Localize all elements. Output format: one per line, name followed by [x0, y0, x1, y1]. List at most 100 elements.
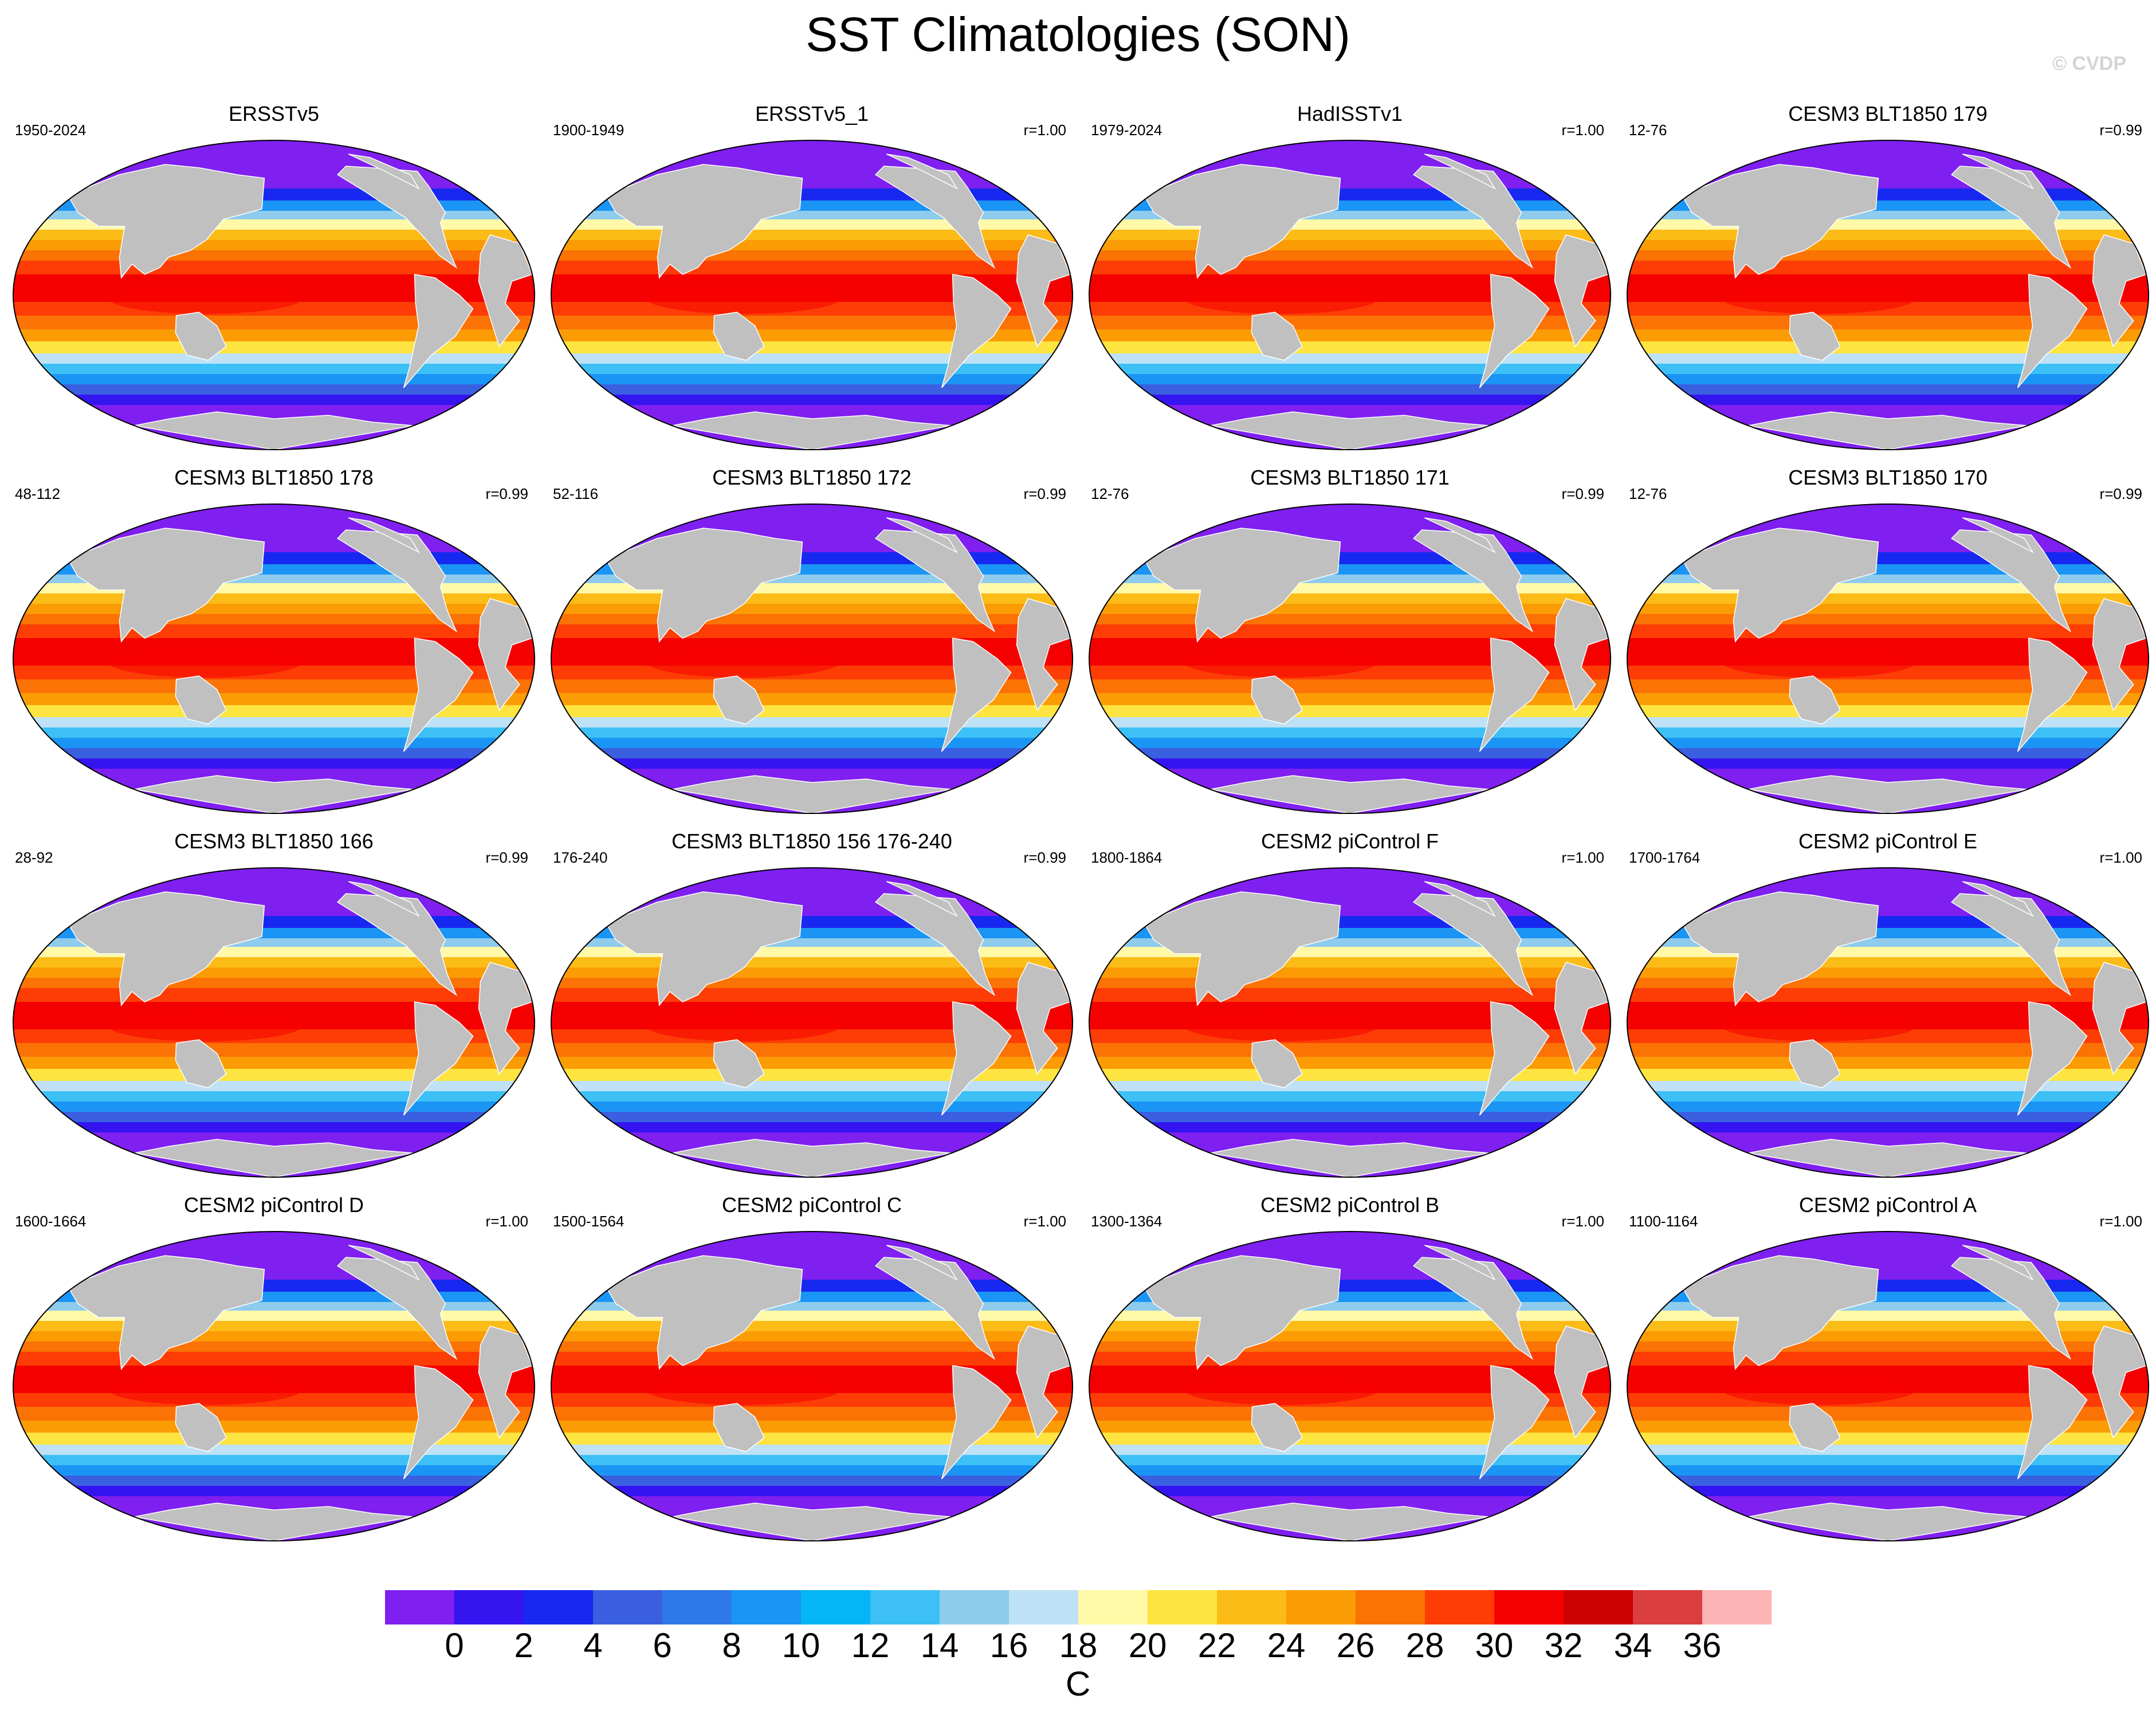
- sst-band: [13, 353, 535, 364]
- sst-band: [1089, 140, 1611, 189]
- sst-band: [1627, 374, 2149, 385]
- sst-band: [1089, 1321, 1611, 1332]
- sst-band: [551, 1352, 1073, 1366]
- land-eurasia: [607, 891, 803, 1006]
- sst-band: [13, 624, 535, 639]
- panel-years: 1600-1664: [15, 1213, 87, 1230]
- land-eurasia: [1683, 164, 1879, 279]
- sst-band: [1089, 604, 1611, 615]
- sst-map: [13, 504, 535, 814]
- land-south-america: [941, 274, 1012, 388]
- map-panel: CESM3 BLT1850 172 52-116 r=0.99: [543, 461, 1081, 816]
- sst-band: [1627, 957, 2149, 968]
- sst-band: [13, 329, 535, 342]
- watermark: © CVDP: [2052, 53, 2126, 74]
- map-outline: [1089, 140, 1611, 450]
- sst-band: [551, 1232, 1073, 1280]
- map-panel: CESM2 piControl C 1500-1564 r=1.00: [543, 1189, 1081, 1544]
- sst-band: [551, 1342, 1073, 1352]
- land-south-america: [2017, 638, 2088, 752]
- colorbar: [385, 1590, 1772, 1624]
- sst-band: [1089, 748, 1611, 759]
- colorbar-tick-label: 0: [445, 1626, 464, 1665]
- sst-band: [1089, 1122, 1611, 1133]
- map-outline: [1089, 867, 1611, 1178]
- sst-map: [1089, 867, 1611, 1178]
- panel-correlation: r=1.00: [2099, 1213, 2142, 1230]
- map-outline: [1627, 140, 2149, 450]
- land-south-america: [941, 638, 1012, 752]
- sst-band: [1089, 219, 1611, 230]
- panel-correlation: r=0.99: [485, 849, 528, 866]
- land-south-america: [2017, 1365, 2088, 1480]
- warm-pool: [1184, 1373, 1379, 1405]
- panel-years: 12-76: [1629, 485, 1667, 502]
- sst-band: [1089, 261, 1611, 275]
- sst-band: [1627, 1465, 2149, 1476]
- sst-band: [1627, 1455, 2149, 1466]
- sst-band: [1627, 250, 2149, 261]
- sst-map: [1089, 140, 1611, 450]
- colorbar-segment: [454, 1590, 524, 1624]
- land-greenland: [1962, 154, 2034, 190]
- land-eurasia: [1683, 528, 1879, 643]
- colorbar-tick-label: 22: [1197, 1626, 1236, 1665]
- colorbar-tick-label: 16: [989, 1626, 1028, 1665]
- panel-title: CESM3 BLT1850 166: [174, 829, 374, 853]
- sst-map: [1627, 504, 2149, 814]
- sst-band: [1627, 395, 2149, 406]
- land-australia: [713, 1403, 765, 1452]
- sst-band: [13, 1311, 535, 1321]
- sst-band: [13, 1455, 535, 1466]
- land-africa: [1554, 234, 1609, 348]
- sst-map: [1089, 1231, 1611, 1541]
- sst-band: [1627, 967, 2149, 978]
- colorbar-tick-label: 6: [653, 1626, 672, 1665]
- panel-title: CESM3 BLT1850 171: [1250, 466, 1450, 489]
- sst-band: [1089, 717, 1611, 728]
- land-antarctica: [672, 1139, 952, 1177]
- colorbar-tick-label: 26: [1336, 1626, 1375, 1665]
- panel-years: 1100-1164: [1629, 1213, 1698, 1230]
- sst-band: [1089, 693, 1611, 706]
- sst-band: [1089, 374, 1611, 385]
- sst-band: [13, 1331, 535, 1342]
- sst-band: [551, 868, 1073, 916]
- sst-band: [1089, 1352, 1611, 1366]
- land-eurasia: [69, 891, 265, 1006]
- map-panel: CESM2 piControl F 1800-1864 r=1.00: [1081, 825, 1619, 1180]
- land-greenland: [348, 881, 420, 917]
- land-greenland: [886, 1245, 958, 1281]
- sst-band: [551, 1476, 1073, 1486]
- panel-years: 48-112: [15, 485, 61, 502]
- sst-band: [13, 1122, 535, 1133]
- panel-title: CESM3 BLT1850 156 176-240: [671, 829, 952, 853]
- sst-band: [1089, 384, 1611, 395]
- map-outline: [1089, 504, 1611, 814]
- land-africa: [1016, 598, 1071, 711]
- colorbar-units: C: [1065, 1665, 1091, 1703]
- sst-band: [1627, 1081, 2149, 1092]
- sst-band: [551, 1057, 1073, 1069]
- sst-band: [1627, 947, 2149, 958]
- colorbar-tick-label: 8: [722, 1626, 741, 1665]
- sst-band: [1089, 1486, 1611, 1497]
- warm-pool: [108, 282, 303, 314]
- sst-band: [551, 140, 1073, 189]
- panel-correlation: r=0.99: [1561, 485, 1604, 502]
- sst-band: [1627, 341, 2149, 354]
- map-panel: CESM2 piControl D 1600-1664 r=1.00: [5, 1189, 543, 1544]
- sst-band: [1089, 978, 1611, 989]
- sst-band: [1627, 1321, 2149, 1332]
- sst-band: [1089, 614, 1611, 625]
- sst-band: [551, 1069, 1073, 1081]
- sst-band: [1089, 1081, 1611, 1092]
- sst-band: [1089, 758, 1611, 769]
- sst-band: [1627, 624, 2149, 639]
- land-australia: [175, 1039, 227, 1088]
- sst-band: [1627, 261, 2149, 275]
- land-antarctica: [1210, 411, 1490, 450]
- sst-map: [1627, 140, 2149, 450]
- land-australia: [1789, 675, 1841, 725]
- panel-title: CESM3 BLT1850 172: [712, 466, 912, 489]
